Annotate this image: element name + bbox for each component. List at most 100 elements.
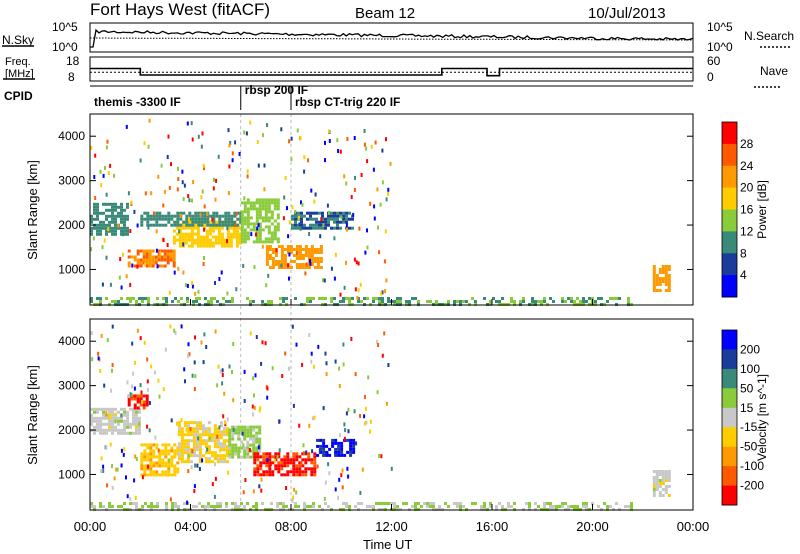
data-cell xyxy=(192,448,196,452)
data-cell xyxy=(283,461,287,465)
data-cell xyxy=(179,213,182,218)
data-cell xyxy=(166,255,170,259)
data-cell xyxy=(99,223,102,227)
data-cell xyxy=(236,217,240,221)
data-cell xyxy=(127,191,130,196)
data-cell xyxy=(309,226,312,230)
data-cell xyxy=(277,467,281,471)
data-cell xyxy=(225,448,229,452)
data-cell xyxy=(126,380,129,385)
data-cell xyxy=(292,461,296,465)
data-cell xyxy=(347,429,350,434)
data-cell xyxy=(222,442,226,446)
data-cell xyxy=(258,234,262,238)
data-cell xyxy=(155,464,159,468)
data-cell xyxy=(188,214,192,218)
data-cell xyxy=(163,255,167,259)
data-cell xyxy=(385,137,387,142)
data-cell xyxy=(298,455,302,459)
data-cell xyxy=(156,297,159,300)
data-cell xyxy=(123,428,126,432)
data-cell xyxy=(215,214,219,218)
data-cell xyxy=(113,476,116,481)
data-cell xyxy=(268,266,272,269)
data-cell xyxy=(459,505,462,508)
data-cell xyxy=(664,476,668,479)
data-cell xyxy=(170,449,174,453)
data-cell xyxy=(286,473,290,477)
data-cell xyxy=(658,494,662,497)
data-cell xyxy=(176,223,180,227)
data-cell xyxy=(99,425,102,429)
data-cell xyxy=(161,464,165,468)
data-cell xyxy=(219,430,223,434)
data-cell xyxy=(123,217,126,221)
data-cell xyxy=(234,425,238,429)
data-cell xyxy=(327,210,330,215)
data-cell xyxy=(99,297,102,300)
data-cell xyxy=(96,297,99,300)
data-cell xyxy=(298,263,302,266)
data-cell xyxy=(122,252,124,257)
data-cell xyxy=(334,359,337,364)
data-cell xyxy=(331,438,335,442)
data-cell xyxy=(375,339,378,344)
freq-panel: Freq. [MHz] 18 8 60 0 Nave xyxy=(3,54,788,88)
data-cell xyxy=(177,451,181,455)
data-cell xyxy=(147,300,150,303)
data-cell xyxy=(348,226,351,230)
data-cell xyxy=(195,505,198,508)
data-cell xyxy=(324,226,327,230)
data-cell xyxy=(301,452,305,456)
data-cell xyxy=(322,406,325,411)
data-cell xyxy=(266,458,269,463)
data-cell xyxy=(292,467,296,471)
data-cell xyxy=(246,222,250,226)
data-cell xyxy=(158,217,162,221)
data-cell xyxy=(273,219,277,223)
data-cell xyxy=(426,300,429,303)
data-cell xyxy=(327,505,330,508)
data-cell xyxy=(438,505,441,508)
data-cell xyxy=(655,274,659,277)
data-cell xyxy=(203,214,207,218)
colorbar-tick-label: 8 xyxy=(740,246,747,260)
data-cell xyxy=(360,502,363,505)
data-cell xyxy=(273,237,277,241)
data-cell xyxy=(263,187,266,192)
data-cell xyxy=(267,210,271,214)
data-cell xyxy=(276,225,280,229)
data-cell xyxy=(184,379,186,384)
data-cell xyxy=(339,149,342,154)
data-cell xyxy=(255,505,258,508)
data-cell xyxy=(146,424,149,429)
data-cell xyxy=(318,226,321,230)
data-cell xyxy=(243,437,247,441)
data-cell xyxy=(310,245,314,248)
data-cell xyxy=(385,278,388,283)
data-cell xyxy=(230,223,234,227)
data-cell xyxy=(111,407,114,411)
data-cell xyxy=(191,284,194,289)
data-cell xyxy=(102,220,105,224)
data-cell xyxy=(207,421,211,425)
data-cell xyxy=(243,449,247,453)
data-cell xyxy=(231,502,234,505)
data-cell xyxy=(114,412,117,417)
data-cell xyxy=(140,464,144,468)
data-cell xyxy=(134,496,137,500)
data-cell xyxy=(249,216,253,220)
data-cell xyxy=(402,502,405,505)
data-cell xyxy=(144,297,147,300)
data-cell xyxy=(260,488,263,493)
data-cell xyxy=(102,407,105,411)
data-cell xyxy=(161,214,165,218)
data-cell xyxy=(114,202,117,206)
data-cell xyxy=(627,300,630,303)
data-cell xyxy=(582,297,585,300)
data-cell xyxy=(268,467,272,471)
data-cell xyxy=(615,297,618,300)
data-cell xyxy=(148,252,152,256)
data-cell xyxy=(219,445,223,449)
data-cell xyxy=(652,488,656,491)
